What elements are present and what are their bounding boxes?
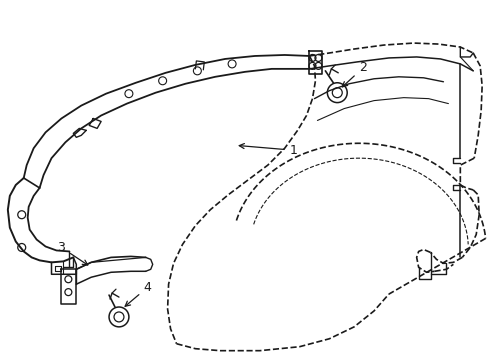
Text: 4: 4 xyxy=(125,281,151,306)
Text: 1: 1 xyxy=(239,144,297,157)
Text: 3: 3 xyxy=(58,241,87,265)
Text: 2: 2 xyxy=(342,61,366,87)
